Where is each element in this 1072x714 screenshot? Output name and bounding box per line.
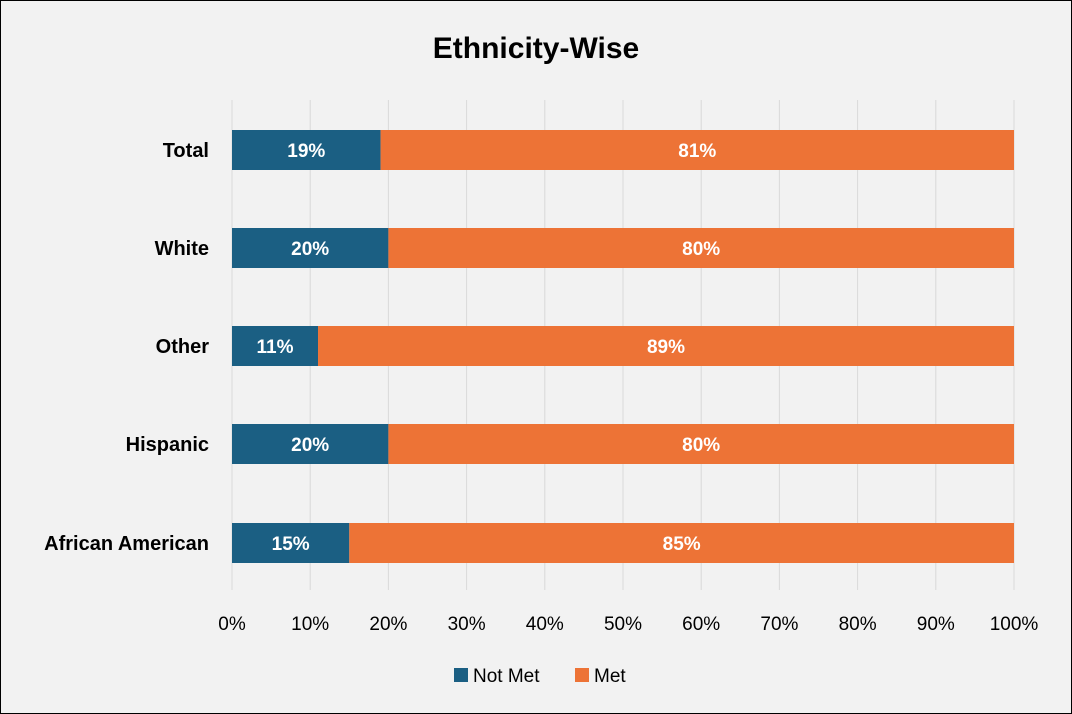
x-tick-label: 50% xyxy=(604,614,642,635)
bar-segment-met xyxy=(380,130,1015,170)
chart-title: Ethnicity-Wise xyxy=(433,32,639,65)
legend-swatch xyxy=(575,668,589,682)
category-label: African American xyxy=(44,533,209,555)
category-label: White xyxy=(155,238,209,260)
bar-segment-met xyxy=(349,523,1014,563)
data-label: 80% xyxy=(682,239,720,260)
x-tick-label: 40% xyxy=(526,614,564,635)
bar-segment-met xyxy=(388,424,1014,464)
bar-segment-met xyxy=(388,228,1014,268)
bar-segment-not-met xyxy=(232,130,381,170)
x-tick-label: 100% xyxy=(990,614,1039,635)
x-tick-label: 80% xyxy=(839,614,877,635)
x-axis-ticks: 0% 10% 20% 30% 40% 50% 60% 70% 80% 90% 100% xyxy=(218,614,1038,635)
data-label: 11% xyxy=(257,337,294,358)
category-label: Hispanic xyxy=(126,434,209,456)
legend-label: Not Met xyxy=(473,666,540,687)
legend: Not Met Met xyxy=(454,666,626,687)
x-tick-label: 0% xyxy=(218,614,246,635)
bar-segment-not-met xyxy=(232,424,389,464)
data-label: 85% xyxy=(663,534,701,555)
bar-segment-met xyxy=(318,326,1014,366)
data-label: 15% xyxy=(272,534,310,555)
data-label: 20% xyxy=(291,239,329,260)
data-label: 81% xyxy=(678,141,716,162)
x-tick-label: 20% xyxy=(369,614,407,635)
x-tick-label: 70% xyxy=(760,614,798,635)
legend-swatch xyxy=(454,668,468,682)
data-label: 19% xyxy=(287,141,325,162)
data-label: 89% xyxy=(647,337,685,358)
bar-segment-not-met xyxy=(232,523,350,563)
category-label: Other xyxy=(156,336,210,358)
x-tick-label: 10% xyxy=(291,614,329,635)
x-tick-label: 90% xyxy=(917,614,955,635)
legend-label: Met xyxy=(594,666,626,687)
data-label: 20% xyxy=(291,435,329,456)
category-labels: Total White Other Hispanic African American xyxy=(44,140,209,555)
x-tick-label: 30% xyxy=(448,614,486,635)
bar-segment-not-met xyxy=(232,326,319,366)
bars: 19% 81% 20% 80% 11% 89% 20% 80% 15% 85% xyxy=(232,130,1015,563)
x-tick-label: 60% xyxy=(682,614,720,635)
data-label: 80% xyxy=(682,435,720,456)
bar-segment-not-met xyxy=(232,228,389,268)
category-label: Total xyxy=(163,140,209,162)
